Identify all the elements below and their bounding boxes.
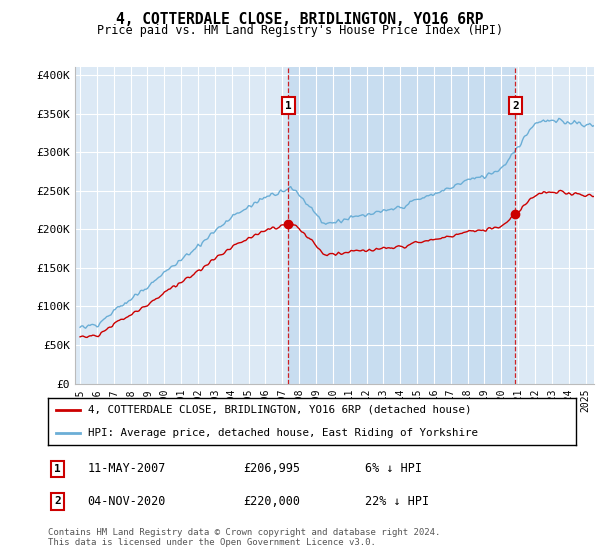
- Text: 6% ↓ HPI: 6% ↓ HPI: [365, 463, 422, 475]
- Text: 1: 1: [285, 101, 292, 111]
- Text: 2: 2: [512, 101, 519, 111]
- Text: 11-MAY-2007: 11-MAY-2007: [88, 463, 166, 475]
- Text: 4, COTTERDALE CLOSE, BRIDLINGTON, YO16 6RP: 4, COTTERDALE CLOSE, BRIDLINGTON, YO16 6…: [116, 12, 484, 27]
- Text: HPI: Average price, detached house, East Riding of Yorkshire: HPI: Average price, detached house, East…: [88, 428, 478, 438]
- Text: 1: 1: [54, 464, 61, 474]
- Text: Contains HM Land Registry data © Crown copyright and database right 2024.
This d: Contains HM Land Registry data © Crown c…: [48, 528, 440, 547]
- Text: £220,000: £220,000: [244, 494, 301, 508]
- Text: 04-NOV-2020: 04-NOV-2020: [88, 494, 166, 508]
- Text: 22% ↓ HPI: 22% ↓ HPI: [365, 494, 429, 508]
- Text: £206,995: £206,995: [244, 463, 301, 475]
- Bar: [289, 67, 515, 384]
- Text: Price paid vs. HM Land Registry's House Price Index (HPI): Price paid vs. HM Land Registry's House …: [97, 24, 503, 36]
- Text: 4, COTTERDALE CLOSE, BRIDLINGTON, YO16 6RP (detached house): 4, COTTERDALE CLOSE, BRIDLINGTON, YO16 6…: [88, 405, 471, 415]
- Text: 2: 2: [54, 496, 61, 506]
